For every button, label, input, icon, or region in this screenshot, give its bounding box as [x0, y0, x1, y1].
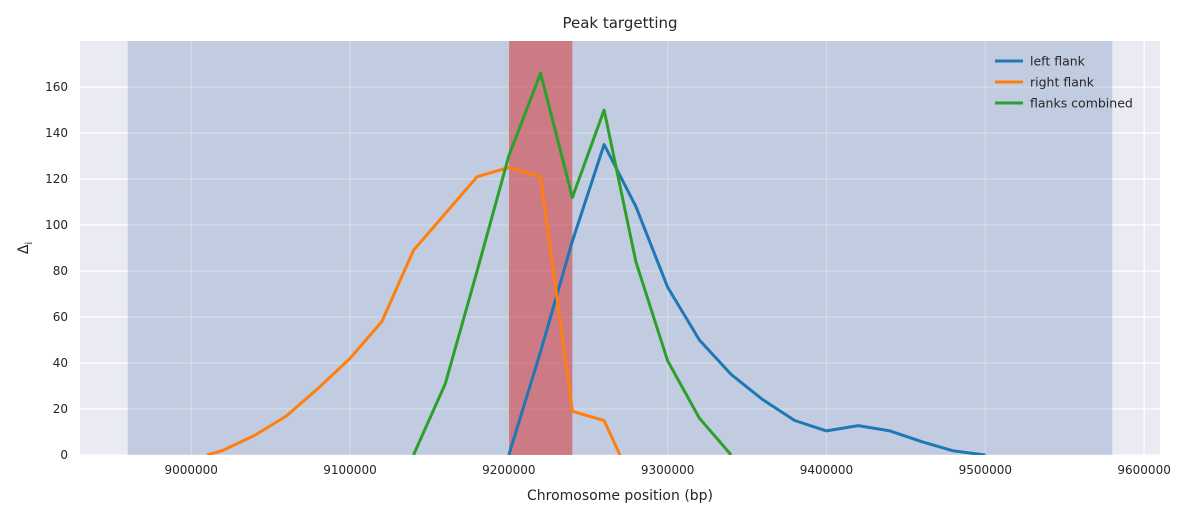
x-tick-label: 9100000	[323, 463, 376, 477]
target-peak-span	[508, 41, 573, 455]
y-tick-label: 40	[53, 356, 68, 370]
legend-label: right flank	[1030, 75, 1095, 90]
x-tick-label: 9200000	[482, 463, 535, 477]
y-axis-label: Δi	[16, 242, 35, 254]
x-axis-label: Chromosome position (bp)	[527, 488, 713, 504]
series-line-right-flank	[206, 166, 622, 455]
legend-label: flanks combined	[1030, 96, 1133, 111]
span-layer	[127, 41, 1113, 455]
plot-area	[80, 41, 1160, 455]
y-tick-label: 120	[45, 172, 68, 186]
y-tick-label: 100	[45, 218, 68, 232]
y-tick-label: 80	[53, 264, 68, 278]
y-tick-label: 0	[60, 448, 68, 462]
x-tick-label: 9500000	[959, 463, 1012, 477]
y-axis-label-group: Δi	[16, 242, 35, 254]
series-layer	[206, 71, 986, 455]
search-window-span	[127, 41, 1113, 455]
tick-labels: 9000000 9100000 9200000 9300000 9400000 95000…	[45, 80, 1171, 477]
legend-label: left flank	[1030, 54, 1086, 69]
y-tick-label: 140	[45, 126, 68, 140]
x-tick-label: 9300000	[641, 463, 694, 477]
y-tick-label: 60	[53, 310, 68, 324]
y-axis-label-main: Δ	[16, 244, 32, 254]
legend: left flank right flank flanks combined	[995, 54, 1133, 111]
y-tick-label: 20	[53, 402, 68, 416]
x-tick-label: 9600000	[1117, 463, 1170, 477]
chart-title: Peak targetting	[562, 14, 677, 32]
x-tick-label: 9000000	[164, 463, 217, 477]
series-line-left-flank	[507, 143, 986, 455]
x-tick-label: 9400000	[800, 463, 853, 477]
series-line-flanks-combined	[412, 71, 733, 455]
y-tick-label: 160	[45, 80, 68, 94]
y-axis-label-subscript: i	[24, 242, 35, 245]
